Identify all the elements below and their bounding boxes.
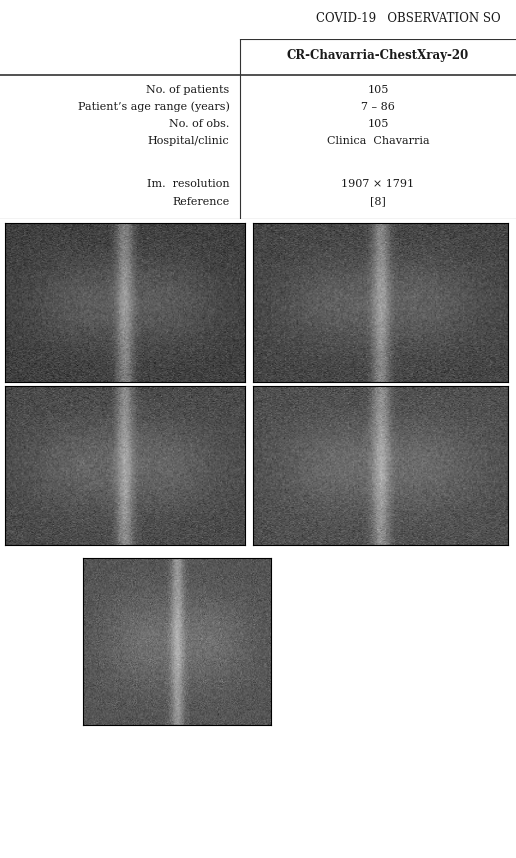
Text: Im.  resolution: Im. resolution [147,178,230,189]
Text: 105: 105 [367,85,389,95]
Text: No. of patients: No. of patients [147,85,230,95]
Text: Patient’s age range (years): Patient’s age range (years) [78,102,230,112]
Text: 1907 × 1791: 1907 × 1791 [342,178,414,189]
Text: 7 – 86: 7 – 86 [361,102,395,112]
Text: [8]: [8] [370,196,386,207]
Text: COVID-19   OBSERVATION SO: COVID-19 OBSERVATION SO [316,11,501,25]
Text: Clinica  Chavarria: Clinica Chavarria [327,136,429,147]
Text: Hospital/clinic: Hospital/clinic [148,136,230,147]
Text: 105: 105 [367,119,389,130]
Text: CR-Chavarria-ChestXray-20: CR-Chavarria-ChestXray-20 [287,49,469,63]
Text: No. of obs.: No. of obs. [169,119,230,130]
Text: Reference: Reference [172,196,230,207]
